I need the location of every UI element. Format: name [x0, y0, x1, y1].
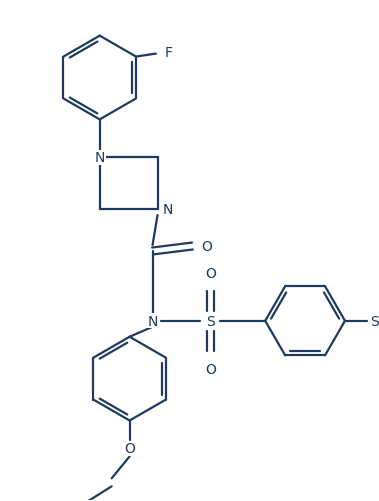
Text: O: O	[205, 267, 216, 281]
Text: F: F	[165, 46, 173, 60]
Text: O: O	[205, 362, 216, 376]
Text: O: O	[124, 441, 135, 455]
Text: N: N	[94, 151, 105, 165]
Text: N: N	[147, 314, 158, 328]
Text: S: S	[206, 314, 215, 328]
Text: S: S	[371, 314, 379, 328]
Text: N: N	[162, 203, 173, 217]
Text: O: O	[201, 239, 212, 254]
